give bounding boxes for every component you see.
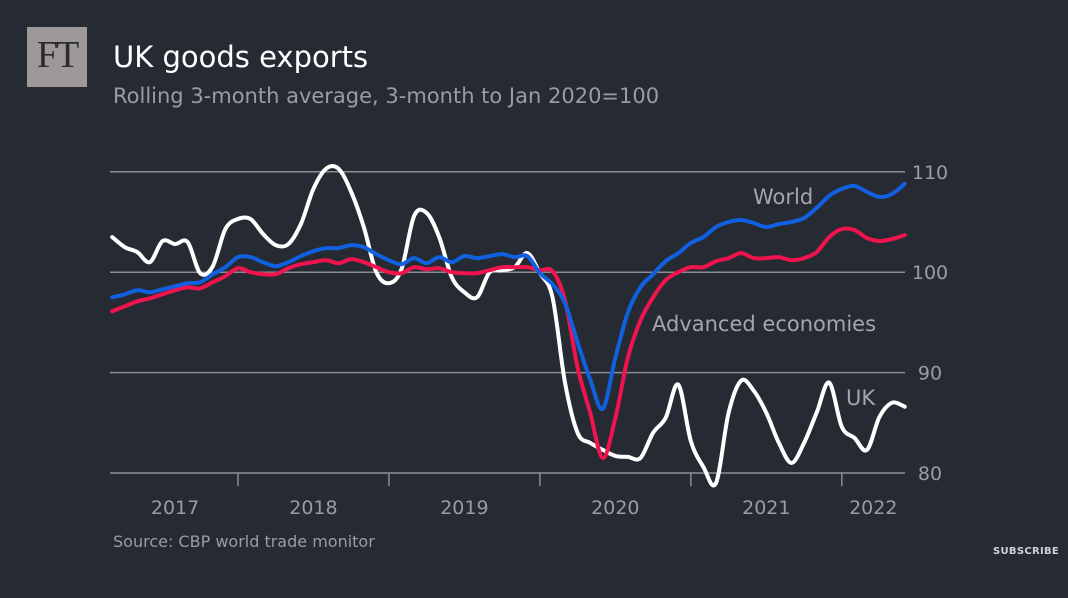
series-line-advanced-economies [110, 226, 907, 460]
series-label: World [753, 185, 813, 209]
x-tick-label: 2021 [742, 497, 790, 519]
x-tick-label: 2019 [440, 497, 488, 519]
source-note: Source: CBP world trade monitor [113, 532, 375, 551]
x-tick-label: 2017 [151, 497, 199, 519]
series-label: UK [846, 386, 876, 410]
x-tick-label: 2018 [289, 497, 337, 519]
y-tick-label: 100 [912, 262, 948, 284]
series-line-world [110, 181, 907, 411]
x-tick-label: 2022 [849, 497, 897, 519]
ft-logo: FT [27, 27, 87, 87]
subscribe-button[interactable]: SUBSCRIBE [993, 546, 1060, 557]
chart-title: UK goods exports [113, 40, 369, 74]
series-label: Advanced economies [652, 312, 876, 336]
y-tick-label: 80 [918, 463, 942, 485]
chart-subtitle: Rolling 3-month average, 3-month to Jan … [113, 84, 660, 108]
y-tick-label: 90 [918, 363, 942, 385]
x-tick-label: 2020 [591, 497, 639, 519]
y-tick-label: 110 [912, 162, 948, 184]
